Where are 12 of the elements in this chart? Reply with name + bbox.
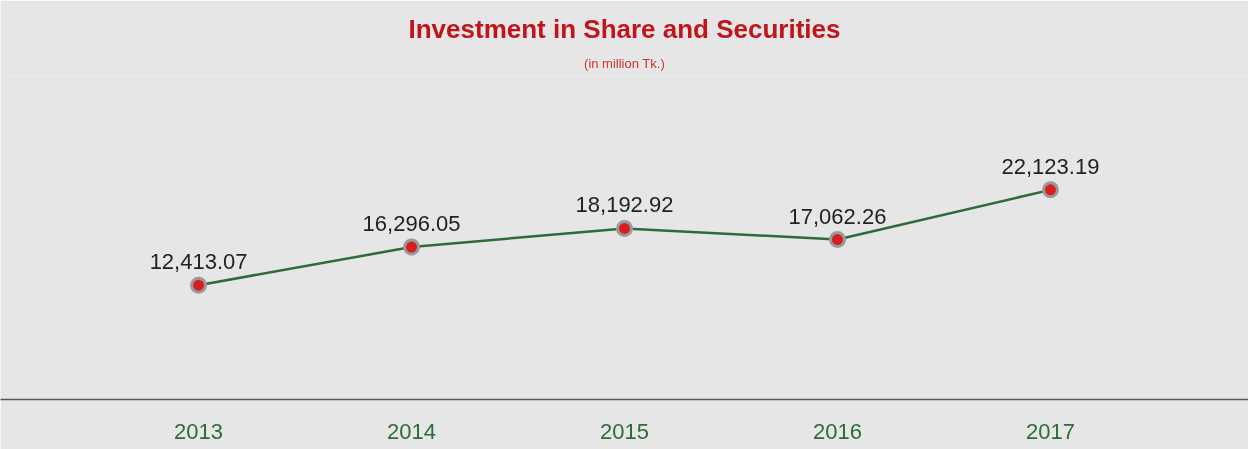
data-label: 12,413.07 xyxy=(149,249,248,275)
chart-subtitle: (in million Tk.) xyxy=(584,55,665,71)
x-tick-label: 2013 xyxy=(174,418,224,444)
chart-title: Investment in Share and Securities xyxy=(408,13,841,44)
x-tick-label: 2016 xyxy=(813,418,862,444)
x-tick-label: 2015 xyxy=(600,418,649,444)
x-tick-label: 2014 xyxy=(387,418,437,444)
data-label: 17,062.26 xyxy=(788,203,887,229)
data-label: 18,192.92 xyxy=(575,192,674,218)
data-label: 16,296.05 xyxy=(362,211,461,237)
x-tick-label: 2017 xyxy=(1025,418,1075,444)
data-label: 22,123.19 xyxy=(1001,153,1100,179)
